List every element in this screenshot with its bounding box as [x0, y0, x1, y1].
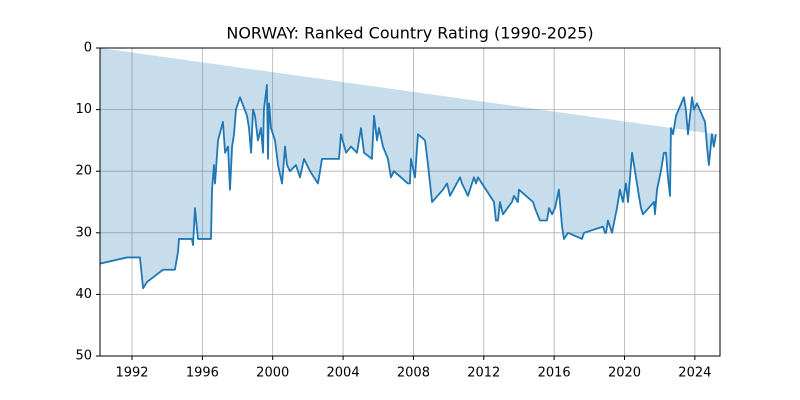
- area: [100, 48, 716, 289]
- x-tick-label: 2000: [256, 366, 289, 381]
- plot-frame: [99, 47, 721, 357]
- x-tick-label: 2008: [397, 366, 430, 381]
- line: [99, 84, 717, 290]
- y-tick-label: 20: [75, 164, 92, 179]
- y-tick-label: 40: [75, 287, 92, 302]
- chart-title: NORWAY: Ranked Country Rating (1990-2025…: [226, 24, 593, 43]
- x-tick-label: 2016: [538, 366, 571, 381]
- y-tick-label: 0: [84, 41, 92, 56]
- y-tick-label: 10: [75, 102, 92, 117]
- y-tick-label: 30: [75, 225, 92, 240]
- y-tick-label: 50: [75, 349, 92, 364]
- x-tick-label: 1996: [186, 366, 219, 381]
- x-tick-label: 2004: [327, 366, 360, 381]
- x-tick-label: 2020: [608, 366, 641, 381]
- x-tick-label: 2024: [678, 366, 711, 381]
- x-tick-label: 1992: [115, 366, 148, 381]
- x-tick-label: 2012: [467, 366, 500, 381]
